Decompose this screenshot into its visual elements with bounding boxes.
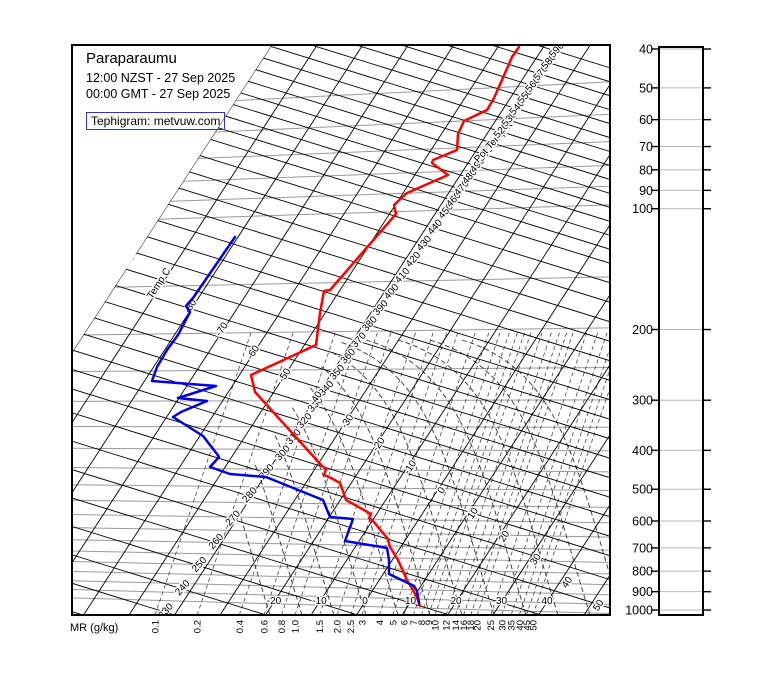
svg-text:50: 50 [639, 81, 653, 95]
svg-text:40: 40 [639, 43, 653, 57]
svg-text:260: 260 [207, 532, 227, 552]
svg-text:80: 80 [639, 163, 653, 177]
svg-text:MR (g/kg): MR (g/kg) [70, 622, 118, 634]
svg-text:20: 20 [450, 596, 462, 607]
svg-text:300: 300 [632, 394, 653, 408]
svg-text:0.1: 0.1 [151, 620, 162, 633]
svg-text:100: 100 [632, 202, 653, 216]
svg-text:7: 7 [409, 620, 420, 625]
svg-text:40: 40 [515, 620, 526, 631]
svg-text:5: 5 [388, 620, 399, 625]
svg-text:2.0: 2.0 [333, 620, 344, 633]
svg-text:40: 40 [541, 596, 553, 607]
svg-text:12: 12 [442, 620, 453, 631]
svg-text:0.8: 0.8 [277, 620, 288, 633]
svg-text:700: 700 [632, 541, 653, 555]
svg-text:9: 9 [424, 620, 435, 625]
svg-text:230: 230 [156, 601, 176, 621]
svg-text:-50: -50 [276, 366, 293, 384]
svg-text:60: 60 [639, 113, 653, 127]
svg-text:0: 0 [362, 596, 368, 607]
svg-text:3: 3 [357, 620, 368, 625]
svg-text:800: 800 [632, 565, 653, 579]
station-title: Paraparaumu [86, 50, 177, 67]
svg-text:6: 6 [399, 620, 410, 625]
svg-text:240: 240 [173, 578, 193, 598]
svg-text:900: 900 [632, 585, 653, 599]
svg-text:70: 70 [639, 140, 653, 154]
svg-text:600: 600 [632, 515, 653, 529]
temperature-curve [249, 45, 521, 608]
metvuw-source-link[interactable]: Tephigram: metvuw.com [86, 112, 226, 130]
svg-text:14: 14 [451, 620, 462, 631]
svg-text:4: 4 [375, 620, 386, 625]
svg-text:500: 500 [632, 483, 653, 497]
pressure-scale-frame [658, 46, 704, 616]
svg-text:0.6: 0.6 [259, 620, 270, 633]
svg-text:2.5: 2.5 [346, 620, 357, 633]
svg-text:-10: -10 [402, 458, 419, 476]
dew_point-curve [150, 235, 421, 605]
svg-text:30: 30 [496, 596, 508, 607]
svg-text:50: 50 [528, 620, 539, 631]
svg-text:45: 45 [522, 620, 533, 631]
svg-text:20: 20 [473, 620, 484, 631]
svg-text:200: 200 [632, 323, 653, 337]
svg-text:0: 0 [436, 485, 448, 496]
mixing-ratio-lines [154, 331, 610, 615]
svg-text:16: 16 [459, 620, 470, 631]
svg-text:270: 270 [224, 508, 244, 528]
svg-text:10: 10 [405, 596, 417, 607]
gmt-time-label: 00:00 GMT - 27 Sep 2025 [86, 87, 231, 101]
sounding-curves [150, 45, 521, 608]
svg-text:-20: -20 [371, 435, 388, 453]
svg-text:30: 30 [497, 620, 508, 631]
svg-text:20: 20 [497, 529, 513, 545]
svg-text:250: 250 [190, 555, 210, 575]
svg-text:30: 30 [528, 552, 544, 568]
svg-text:1000: 1000 [625, 604, 653, 618]
svg-text:18: 18 [466, 620, 477, 631]
svg-text:35: 35 [507, 620, 518, 631]
chart-frame [71, 44, 611, 616]
local-time-label: 12:00 NZST - 27 Sep 2025 [86, 71, 236, 85]
saturated-adiabat-lines [240, 339, 610, 615]
svg-text:400: 400 [632, 444, 653, 458]
svg-text:-10: -10 [312, 596, 327, 607]
svg-text:-20: -20 [267, 596, 282, 607]
svg-text:0.2: 0.2 [193, 620, 204, 633]
svg-text:1.5: 1.5 [315, 620, 326, 633]
svg-text:40: 40 [560, 575, 576, 591]
svg-text:Temp C: Temp C [145, 266, 173, 301]
svg-text:0.4: 0.4 [235, 620, 246, 633]
svg-text:25: 25 [486, 620, 497, 631]
pressure-scale: 40 50 60 70 80 90 100 200 300 400 500 600 700 800 900 1… [625, 43, 711, 618]
svg-text:90: 90 [639, 184, 653, 198]
chart-header: Paraparaumu 12:00 NZST - 27 Sep 2025 00:… [86, 50, 235, 130]
svg-text:8: 8 [417, 620, 428, 625]
svg-text:-100: -100 [118, 249, 138, 272]
svg-text:10: 10 [430, 620, 441, 631]
mr-axis-title: MR (g/kg) [70, 622, 118, 634]
svg-text:1.0: 1.0 [291, 620, 302, 633]
